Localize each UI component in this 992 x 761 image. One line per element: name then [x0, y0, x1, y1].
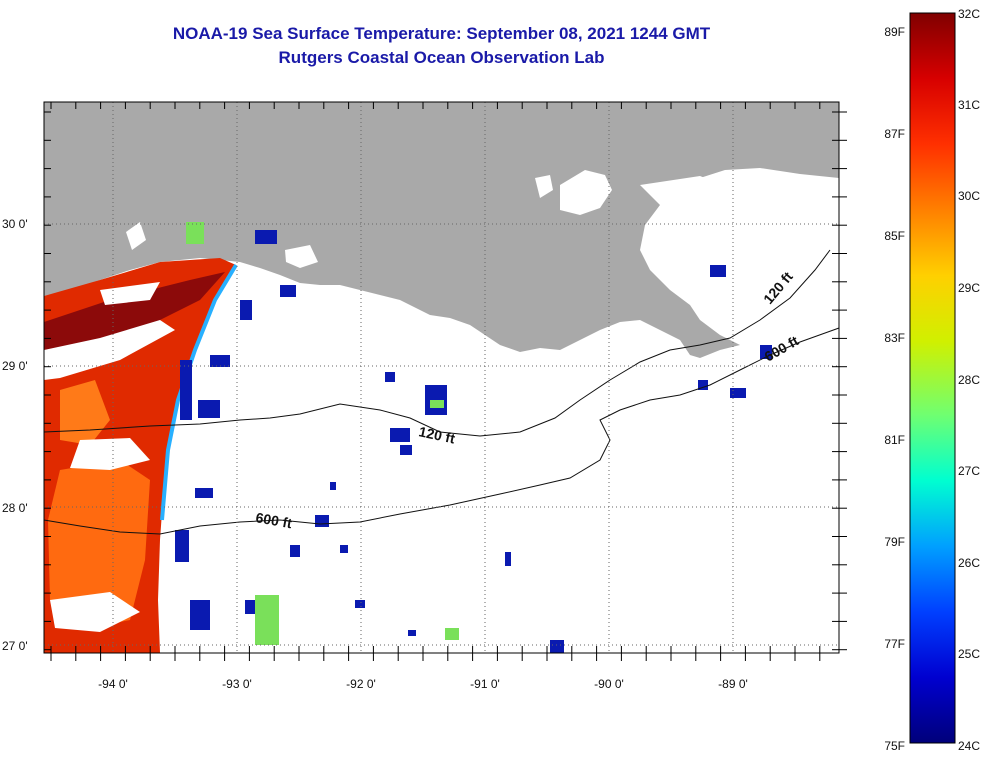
cb-label-f: 77F	[884, 637, 905, 651]
land-mass	[44, 102, 839, 358]
cb-label-f: 87F	[884, 127, 905, 141]
contour-label-600ft-east: 600 ft	[762, 332, 802, 364]
lat-label: 28 0'	[2, 501, 28, 515]
cb-label-c: 30C	[958, 189, 980, 203]
cb-label-f: 79F	[884, 535, 905, 549]
lon-label: -92 0'	[346, 677, 376, 691]
contour-label-120ft-east: 120 ft	[760, 268, 796, 307]
contour-120ft	[43, 249, 831, 437]
sst-cold-patches	[175, 230, 772, 653]
cb-label-f: 75F	[884, 739, 905, 753]
lon-label: -93 0'	[222, 677, 252, 691]
cb-label-f: 83F	[884, 331, 905, 345]
cb-label-c: 32C	[958, 7, 980, 21]
cloud-gap	[100, 282, 160, 305]
cb-label-c: 24C	[958, 739, 980, 753]
cb-label-c: 25C	[958, 647, 980, 661]
sst-orange-patch	[48, 460, 150, 630]
cb-label-f: 85F	[884, 229, 905, 243]
lake	[126, 222, 146, 250]
colorbar-celsius-labels: 32C 31C 30C 29C 28C 27C 26C 25C 24C	[958, 7, 980, 753]
lon-label: -91 0'	[470, 677, 500, 691]
cb-label-f: 81F	[884, 433, 905, 447]
colorbar-fahrenheit-labels: 89F 87F 85F 83F 81F 79F 77F 75F	[884, 25, 905, 753]
sst-hot-core	[44, 272, 225, 350]
map-subtitle: Rutgers Coastal Ocean Observation Lab	[278, 48, 605, 67]
lake	[640, 176, 730, 215]
colorbar	[909, 12, 956, 744]
lake	[285, 245, 318, 268]
cb-label-c: 29C	[958, 281, 980, 295]
contour-label-600ft: 600 ft	[254, 509, 293, 531]
cloud-gap	[50, 592, 140, 632]
lake	[535, 175, 553, 198]
lon-label: -94 0'	[98, 677, 128, 691]
cb-label-c: 27C	[958, 464, 980, 478]
graticule	[44, 102, 839, 653]
lat-label: 29 0'	[2, 359, 28, 373]
cloud-gap	[44, 320, 175, 380]
lon-label: -89 0'	[718, 677, 748, 691]
cloud-gap	[70, 438, 150, 470]
lat-label: 30 0'	[2, 217, 28, 231]
cb-label-c: 28C	[958, 373, 980, 387]
cb-label-c: 31C	[958, 98, 980, 112]
sst-mixed-patches	[186, 222, 459, 645]
cb-label-f: 89F	[884, 25, 905, 39]
cb-label-c: 26C	[958, 556, 980, 570]
map-title: NOAA-19 Sea Surface Temperature: Septemb…	[172, 24, 711, 43]
lon-label: -90 0'	[594, 677, 624, 691]
map-frame	[43, 101, 840, 654]
lake	[560, 170, 612, 215]
contour-600ft	[43, 327, 840, 535]
sst-orange-patch	[60, 380, 110, 445]
contour-label-120ft: 120 ft	[417, 423, 456, 446]
lat-label: 27 0'	[2, 639, 28, 653]
